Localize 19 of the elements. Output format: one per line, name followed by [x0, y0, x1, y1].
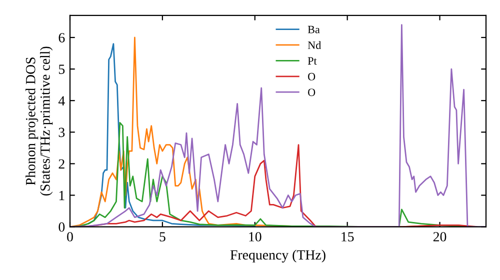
x-tick-label: 10: [249, 232, 262, 242]
x-axis-title: Frequency (THz): [230, 250, 326, 262]
legend-label: Ba: [308, 26, 320, 34]
y-tick-label: 2: [58, 159, 64, 169]
y-tick-label: 0: [58, 222, 65, 232]
y-tick-label: 4: [58, 96, 65, 106]
legend-label: Nd: [308, 41, 322, 49]
y-axis-title: Phonon projected DOS (States/THz·primitive cell): [26, 46, 53, 196]
x-tick-label: 5: [160, 232, 166, 242]
y-tick-label: 1: [59, 190, 64, 200]
x-tick-label: 20: [433, 232, 446, 242]
y-tick-label: 6: [58, 33, 65, 42]
y-tick-label: 3: [58, 128, 65, 138]
x-tick-label: 15: [342, 232, 354, 242]
legend-label: O: [308, 72, 316, 80]
legend-label: Pt: [308, 57, 317, 65]
legend-label: O: [308, 88, 316, 96]
x-tick-label: 0: [67, 232, 73, 242]
y-tick-label: 5: [59, 64, 65, 74]
